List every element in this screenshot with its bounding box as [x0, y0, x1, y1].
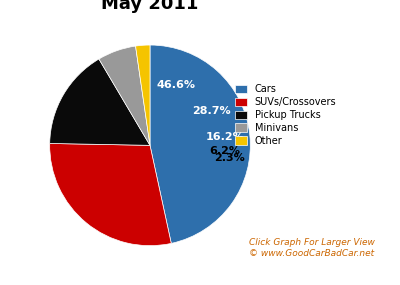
Wedge shape: [150, 45, 250, 243]
Wedge shape: [50, 143, 171, 246]
Text: 28.7%: 28.7%: [192, 106, 231, 116]
Text: 46.6%: 46.6%: [156, 80, 195, 90]
Text: 16.2%: 16.2%: [205, 132, 244, 142]
Wedge shape: [136, 45, 150, 145]
Title: Canada Automotive Market Share By Vehicle Type
May 2011: Canada Automotive Market Share By Vehicl…: [0, 0, 400, 13]
Text: 2.3%: 2.3%: [214, 153, 245, 163]
Wedge shape: [99, 46, 150, 145]
Text: Click Graph For Larger View
© www.GoodCarBadCar.net: Click Graph For Larger View © www.GoodCa…: [249, 238, 375, 258]
Text: 6.2%: 6.2%: [210, 146, 240, 156]
Wedge shape: [50, 59, 150, 145]
Legend: Cars, SUVs/Crossovers, Pickup Trucks, Minivans, Other: Cars, SUVs/Crossovers, Pickup Trucks, Mi…: [235, 84, 336, 146]
